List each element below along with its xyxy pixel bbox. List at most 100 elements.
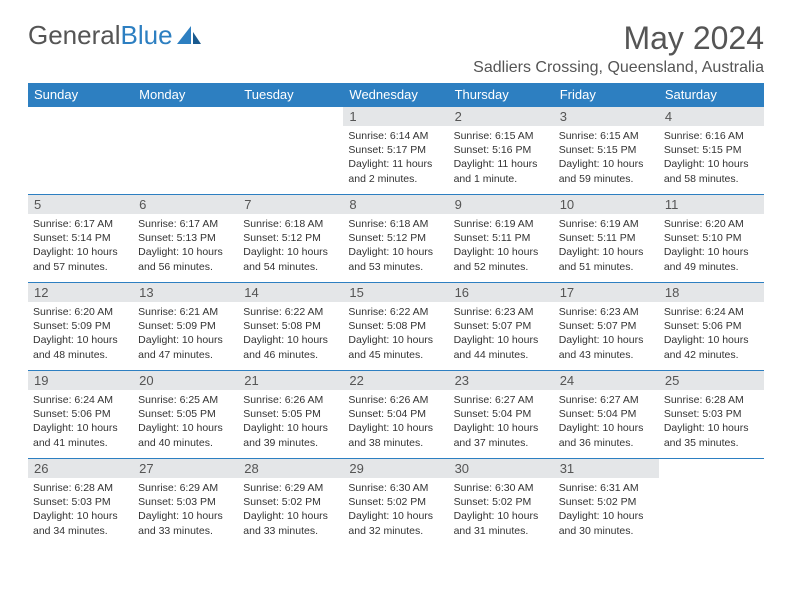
day-details: Sunrise: 6:25 AMSunset: 5:05 PMDaylight:… [133,390,238,454]
calendar-week-row: 26 Sunrise: 6:28 AM Sunset: 5:03 PM Dayligh… [28,459,764,547]
day-number [133,107,238,126]
sunrise-text: Sunrise: 6:30 AM [454,481,549,495]
sunset-text: Sunset: 5:08 PM [243,319,338,333]
day-number: 24 [554,371,659,390]
day-details: Sunrise: 6:14 AMSunset: 5:17 PMDaylight:… [343,126,448,190]
sunrise-text: Sunrise: 6:20 AM [664,217,759,231]
day-number [659,459,764,478]
sunset-text: Sunset: 5:06 PM [664,319,759,333]
sunrise-text: Sunrise: 6:22 AM [243,305,338,319]
daylight-text: Daylight: 10 hours and 40 minutes. [138,421,233,449]
sunrise-text: Sunrise: 6:19 AM [454,217,549,231]
brand-text-2: Blue [121,20,173,51]
day-number: 31 [554,459,659,478]
calendar-table: SundayMondayTuesdayWednesdayThursdayFrid… [28,83,764,547]
calendar-day-cell: 1Sunrise: 6:14 AMSunset: 5:17 PMDaylight… [343,107,448,195]
sunrise-text: Sunrise: 6:15 AM [559,129,654,143]
daylight-text: Daylight: 10 hours and 49 minutes. [664,245,759,273]
day-number: 11 [659,195,764,214]
day-details: Sunrise: 6:15 AMSunset: 5:16 PMDaylight:… [449,126,554,190]
daylight-text: Daylight: 11 hours and 2 minutes. [348,157,443,185]
daylight-text: Daylight: 10 hours and 47 minutes. [138,333,233,361]
sunrise-text: Sunrise: 6:18 AM [243,217,338,231]
daylight-text: Daylight: 10 hours and 33 minutes. [243,509,338,537]
sunset-text: Sunset: 5:07 PM [559,319,654,333]
daylight-text: Daylight: 10 hours and 31 minutes. [454,509,549,537]
calendar-day-cell: 6Sunrise: 6:17 AMSunset: 5:13 PMDaylight… [133,195,238,283]
sunrise-text: Sunrise: 6:14 AM [348,129,443,143]
day-number: 6 [133,195,238,214]
sunrise-text: Sunrise: 6:19 AM [559,217,654,231]
calendar-day-cell: 13Sunrise: 6:21 AMSunset: 5:09 PMDayligh… [133,283,238,371]
day-number: 7 [238,195,343,214]
calendar-day-cell: 15Sunrise: 6:22 AMSunset: 5:08 PMDayligh… [343,283,448,371]
day-number: 4 [659,107,764,126]
day-details: Sunrise: 6:18 AMSunset: 5:12 PMDaylight:… [238,214,343,278]
day-details: Sunrise: 6:23 AMSunset: 5:07 PMDaylight:… [554,302,659,366]
daylight-text: Daylight: 10 hours and 32 minutes. [348,509,443,537]
calendar-day-cell: 14Sunrise: 6:22 AMSunset: 5:08 PMDayligh… [238,283,343,371]
day-header: Tuesday [238,83,343,107]
day-details: Sunrise: 6:24 AMSunset: 5:06 PMDaylight:… [28,390,133,454]
sunset-text: Sunset: 5:05 PM [243,407,338,421]
sunset-text: Sunset: 5:17 PM [348,143,443,157]
day-details: Sunrise: 6:17 AMSunset: 5:13 PMDaylight:… [133,214,238,278]
day-number [238,107,343,126]
sunset-text: Sunset: 5:16 PM [454,143,549,157]
sunset-text: Sunset: 5:03 PM [138,495,233,509]
day-details: Sunrise: 6:30 AMSunset: 5:02 PMDaylight:… [343,478,448,542]
sunrise-text: Sunrise: 6:23 AM [454,305,549,319]
sunrise-text: Sunrise: 6:24 AM [33,393,128,407]
day-number: 28 [238,459,343,478]
day-number: 25 [659,371,764,390]
day-number: 26 [28,459,133,478]
title-block: May 2024 Sadliers Crossing, Queensland, … [473,20,764,77]
day-details: Sunrise: 6:29 AMSunset: 5:03 PMDaylight:… [133,478,238,542]
sunrise-text: Sunrise: 6:30 AM [348,481,443,495]
day-header: Wednesday [343,83,448,107]
day-number: 10 [554,195,659,214]
daylight-text: Daylight: 10 hours and 42 minutes. [664,333,759,361]
day-details: Sunrise: 6:19 AMSunset: 5:11 PMDaylight:… [449,214,554,278]
day-header: Monday [133,83,238,107]
calendar-day-cell: 22Sunrise: 6:26 AMSunset: 5:04 PMDayligh… [343,371,448,459]
day-details: Sunrise: 6:27 AMSunset: 5:04 PMDaylight:… [554,390,659,454]
sunset-text: Sunset: 5:05 PM [138,407,233,421]
day-details: Sunrise: 6:26 AMSunset: 5:05 PMDaylight:… [238,390,343,454]
daylight-text: Daylight: 10 hours and 48 minutes. [33,333,128,361]
daylight-text: Daylight: 10 hours and 37 minutes. [454,421,549,449]
day-number: 16 [449,283,554,302]
day-number: 3 [554,107,659,126]
daylight-text: Daylight: 10 hours and 43 minutes. [559,333,654,361]
calendar-day-cell: 4Sunrise: 6:16 AMSunset: 5:15 PMDaylight… [659,107,764,195]
sunset-text: Sunset: 5:11 PM [454,231,549,245]
daylight-text: Daylight: 10 hours and 54 minutes. [243,245,338,273]
sunset-text: Sunset: 5:06 PM [33,407,128,421]
calendar-body: 1Sunrise: 6:14 AMSunset: 5:17 PMDaylight… [28,107,764,547]
sunrise-text: Sunrise: 6:28 AM [33,481,128,495]
day-number: 2 [449,107,554,126]
day-header: Saturday [659,83,764,107]
sunrise-text: Sunrise: 6:29 AM [243,481,338,495]
day-details: Sunrise: 6:17 AMSunset: 5:14 PMDaylight:… [28,214,133,278]
calendar-day-cell: 25Sunrise: 6:28 AMSunset: 5:03 PMDayligh… [659,371,764,459]
sunset-text: Sunset: 5:10 PM [664,231,759,245]
day-details: Sunrise: 6:26 AMSunset: 5:04 PMDaylight:… [343,390,448,454]
calendar-day-cell: 26Sunrise: 6:28 AMSunset: 5:03 PMDayligh… [28,459,133,547]
sunset-text: Sunset: 5:04 PM [348,407,443,421]
brand-logo: GeneralBlue [28,20,203,51]
daylight-text: Daylight: 10 hours and 58 minutes. [664,157,759,185]
day-header: Friday [554,83,659,107]
day-number: 27 [133,459,238,478]
calendar-day-cell: 31Sunrise: 6:31 AMSunset: 5:02 PMDayligh… [554,459,659,547]
day-details: Sunrise: 6:15 AMSunset: 5:15 PMDaylight:… [554,126,659,190]
calendar-day-cell: 19Sunrise: 6:24 AMSunset: 5:06 PMDayligh… [28,371,133,459]
day-number: 15 [343,283,448,302]
calendar-day-cell: 7Sunrise: 6:18 AMSunset: 5:12 PMDaylight… [238,195,343,283]
sunset-text: Sunset: 5:13 PM [138,231,233,245]
day-number: 21 [238,371,343,390]
daylight-text: Daylight: 10 hours and 52 minutes. [454,245,549,273]
sunrise-text: Sunrise: 6:27 AM [454,393,549,407]
sunset-text: Sunset: 5:09 PM [138,319,233,333]
sunrise-text: Sunrise: 6:21 AM [138,305,233,319]
